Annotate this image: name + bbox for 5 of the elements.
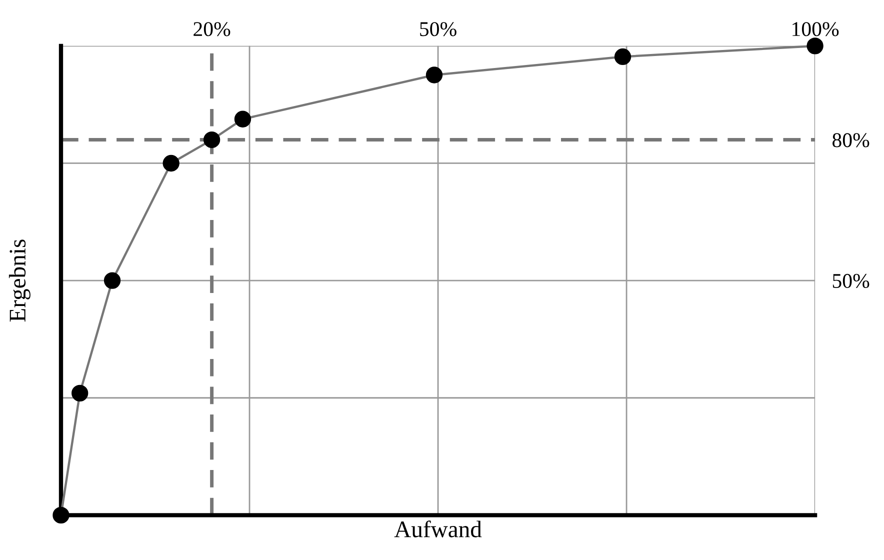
y-axis-title: Ergebnis [8,240,30,322]
y-tick-label: 80% [832,133,870,148]
x-tick-label: 100% [792,22,839,36]
x-axis-title: Aufwand [394,520,482,538]
ref-line-label: 20% [194,22,230,36]
